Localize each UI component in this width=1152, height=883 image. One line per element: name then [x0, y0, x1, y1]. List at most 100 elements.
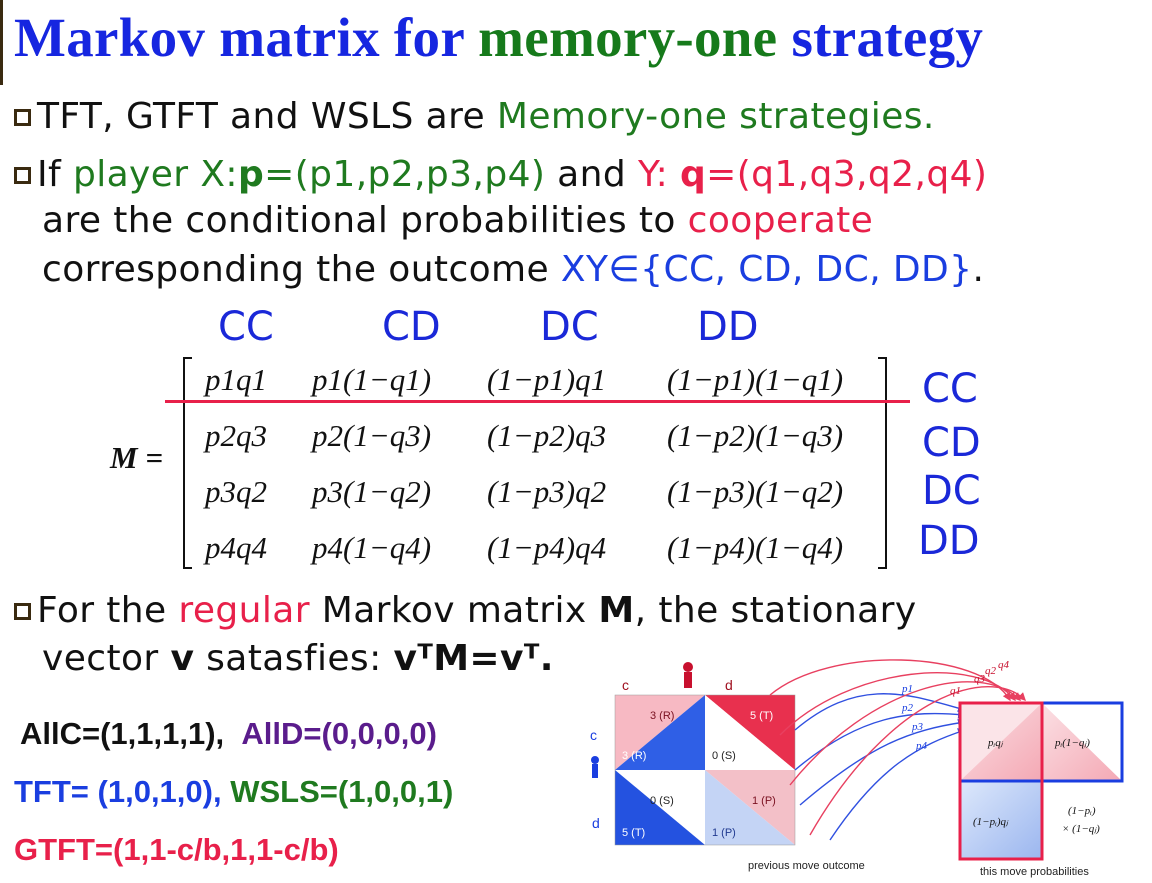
- bullet-1: TFT, GTFT and WSLS are Memory-one strate…: [14, 96, 935, 137]
- if-text: If: [37, 154, 73, 195]
- m-cell: (1−p3)q2: [487, 474, 607, 509]
- m-cell: p1(1−q1): [312, 362, 432, 397]
- prob-cell: (1−pᵢ)qⱼ: [973, 816, 1008, 828]
- row-label-dc: DC: [922, 468, 981, 514]
- p-vector: =(p1,p2,p3,p4): [264, 154, 546, 195]
- arrow-label: q1: [950, 685, 961, 697]
- arrow-label: q3: [974, 673, 985, 685]
- col-header-cd: CD: [382, 304, 441, 350]
- matrix-symbol: M: [598, 590, 635, 631]
- cell-label: 3 (R): [622, 750, 647, 762]
- wsls-strategy: WSLS=(1,0,0,1): [230, 774, 454, 809]
- payoff-matrix-2x2: [614, 694, 796, 846]
- prob-cell: (1−pᵢ): [1068, 805, 1096, 817]
- col-d-label: d: [725, 677, 733, 693]
- m-cell: p4(1−q4): [312, 530, 432, 565]
- cooperate-word: cooperate: [687, 200, 874, 241]
- line3-text: corresponding the outcome: [42, 249, 561, 290]
- arrow-label: p4: [916, 740, 927, 752]
- cell-label: 5 (T): [750, 710, 774, 722]
- cell-label: 5 (T): [622, 827, 646, 839]
- cell-label: 0 (S): [650, 795, 674, 807]
- b3-b: Markov matrix: [309, 590, 599, 631]
- regular-word: regular: [178, 590, 310, 631]
- player-figure-icon: [683, 662, 693, 688]
- m-cell: (1−p4)q4: [487, 530, 607, 565]
- bullet-3-line-1: For the regular Markov matrix M, the sta…: [14, 590, 917, 631]
- slide-title: Markov matrix for memory-one strategy: [14, 6, 983, 69]
- bullet-1-highlight: Memory-one strategies.: [496, 96, 935, 137]
- title-part1: Markov matrix for: [14, 7, 479, 68]
- col-header-cc: CC: [218, 304, 274, 350]
- bullet-square-icon: [14, 603, 31, 620]
- row-label-dd: DD: [918, 518, 980, 564]
- line2-text: are the conditional probabilities to: [42, 200, 688, 241]
- m-cell: (1−p2)(1−q3): [667, 418, 844, 453]
- row-d-label: d: [592, 815, 600, 831]
- bullet-3-line-2: vector v satasfies: vᵀM=vᵀ.: [42, 638, 554, 679]
- strategy-line-3: GTFT=(1,1-c/b,1,1-c/b): [14, 832, 339, 868]
- caption-right: this move probabilities: [980, 866, 1089, 878]
- row-c-label: c: [590, 727, 597, 743]
- title-part3: strategy: [777, 7, 984, 68]
- cell-label: 1 (P): [712, 827, 736, 839]
- cell-label: 0 (S): [712, 750, 736, 762]
- player-figure-icon-left: [591, 756, 599, 778]
- allc-strategy: AllC=(1,1,1,1),: [20, 716, 225, 751]
- m-cell: p1q1: [205, 362, 267, 397]
- outcome-set: XY∈{CC, CD, DC, DD}: [560, 249, 973, 290]
- and-text: and: [545, 154, 638, 195]
- payoff-transition-figure: c d c d 3 (R) 5 (T) 3 (R) 0 (S) 0 (S) 1 …: [580, 655, 1140, 880]
- q-vector: =(q1,q3,q2,q4): [706, 154, 988, 195]
- bullet-square-icon: [14, 109, 31, 126]
- player-y-label: Y:: [637, 154, 680, 195]
- alld-strategy: AllD=(0,0,0,0): [241, 716, 437, 751]
- col-c-label: c: [622, 677, 629, 693]
- b3-e: satasfies:: [194, 638, 394, 679]
- cell-label: 1 (P): [752, 795, 776, 807]
- strategy-line-2: TFT= (1,0,1,0), WSLS=(1,0,0,1): [14, 774, 453, 810]
- matrix-brackets: [183, 357, 887, 569]
- left-accent-bar: [0, 0, 3, 85]
- vector-symbol: v: [170, 638, 195, 679]
- arrow-label: p1: [902, 683, 913, 695]
- red-separator-line: [165, 400, 910, 403]
- m-cell: p2(1−q3): [312, 418, 432, 453]
- row-label-cd: CD: [922, 420, 981, 466]
- q-vector-symbol: q: [679, 154, 707, 195]
- prob-cell: pᵢ(1−qⱼ): [1055, 737, 1090, 749]
- m-cell: (1−p2)q3: [487, 418, 607, 453]
- arrow-label: p3: [912, 721, 923, 733]
- m-cell: p4q4: [205, 530, 267, 565]
- m-cell: (1−p1)(1−q1): [667, 362, 844, 397]
- col-header-dc: DC: [540, 304, 599, 350]
- p-vector-symbol: p: [237, 154, 265, 195]
- m-cell: (1−p1)q1: [487, 362, 607, 397]
- m-cell: (1−p4)(1−q4): [667, 530, 844, 565]
- strategy-line-1: AllC=(1,1,1,1), AllD=(0,0,0,0): [20, 716, 437, 752]
- bullet-2-line-1: If player X:p=(p1,p2,p3,p4) and Y: q=(q1…: [14, 154, 987, 195]
- matrix-label: M =: [110, 440, 163, 475]
- gtft-strategy: GTFT=(1,1-c/b,1,1-c/b): [14, 832, 339, 867]
- probability-grid: [958, 701, 1124, 861]
- player-x-label: player X:: [72, 154, 238, 195]
- title-part2: memory-one: [478, 7, 778, 68]
- period: .: [972, 249, 985, 290]
- arrow-label: q2: [985, 665, 996, 677]
- m-cell: p2q3: [205, 418, 267, 453]
- arrow-label: p2: [902, 702, 913, 714]
- stationary-equation: vᵀM=vᵀ.: [393, 638, 554, 679]
- bullet-square-icon: [14, 167, 31, 184]
- b3-c: , the stationary: [634, 590, 917, 631]
- prob-cell: × (1−qⱼ): [1062, 823, 1100, 835]
- caption-left: previous move outcome: [748, 860, 865, 872]
- tft-strategy: TFT= (1,0,1,0),: [14, 774, 222, 809]
- arrow-label: q4: [998, 659, 1009, 671]
- bullet-2-line-2: are the conditional probabilities to coo…: [42, 200, 873, 241]
- cell-label: 3 (R): [650, 710, 675, 722]
- m-cell: p3q2: [205, 474, 267, 509]
- m-cell: p3(1−q2): [312, 474, 432, 509]
- prob-cell: pᵢqⱼ: [988, 737, 1003, 749]
- transition-arrows: [769, 659, 1026, 841]
- col-header-dd: DD: [697, 304, 759, 350]
